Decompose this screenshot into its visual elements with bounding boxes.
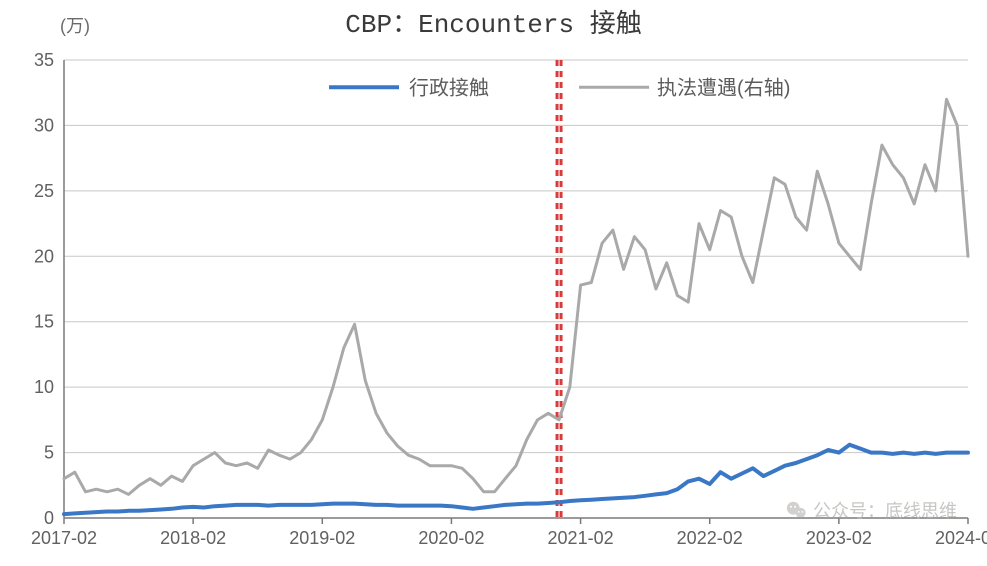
x-tick-label: 2021-02	[548, 528, 614, 548]
x-tick-label: 2019-02	[289, 528, 355, 548]
x-tick-label: 2020-02	[418, 528, 484, 548]
chart-title: CBP：Encounters 接触	[345, 9, 641, 40]
y-tick-label: 0	[44, 508, 54, 528]
y-unit-label: (万)	[60, 16, 90, 36]
chart-area: 0 5 10 15 20 25 30 35 2017-02 2018-02 2019-02 2020-…	[0, 0, 987, 561]
x-tick-label: 2017-02	[31, 528, 97, 548]
x-tick-label: 2022-02	[677, 528, 743, 548]
y-tick-label: 15	[34, 312, 54, 332]
legend-label: 行政接触	[409, 76, 489, 99]
y-tick-label: 35	[34, 50, 54, 70]
line-chart-svg: 0 5 10 15 20 25 30 35 2017-02 2018-02 2019-02 2020-…	[0, 0, 987, 561]
y-tick-label: 25	[34, 181, 54, 201]
x-tick-label: 2024-02	[935, 528, 987, 548]
x-tick-label: 2018-02	[160, 528, 226, 548]
x-tick-label: 2023-02	[806, 528, 872, 548]
y-tick-label: 20	[34, 246, 54, 266]
y-tick-label: 30	[34, 115, 54, 135]
legend-label: 执法遭遇(右轴)	[657, 76, 790, 99]
y-tick-label: 5	[44, 443, 54, 463]
y-tick-label: 10	[34, 377, 54, 397]
